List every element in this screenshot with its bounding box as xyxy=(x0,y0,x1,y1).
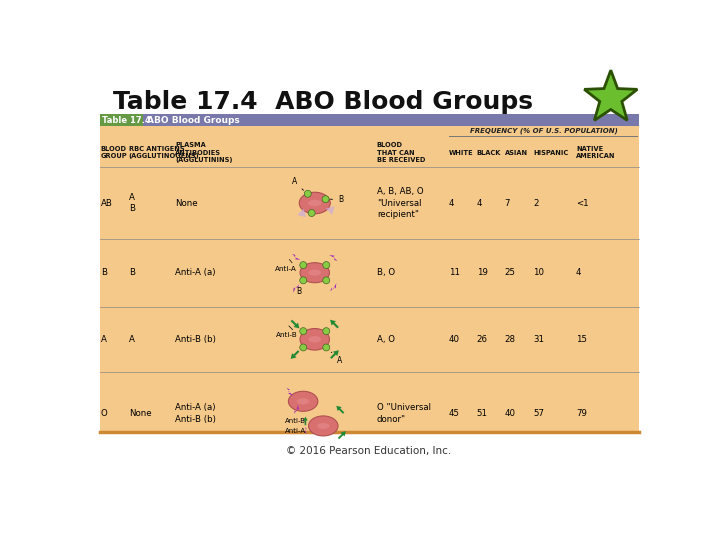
Text: 40: 40 xyxy=(449,335,460,344)
Text: 26: 26 xyxy=(477,335,487,344)
Polygon shape xyxy=(329,255,338,261)
Text: Anti-B (b): Anti-B (b) xyxy=(175,335,216,344)
Polygon shape xyxy=(291,320,300,328)
Text: RBC ANTIGENS
(AGGLUTINOGENS): RBC ANTIGENS (AGGLUTINOGENS) xyxy=(129,146,199,159)
Circle shape xyxy=(308,210,315,217)
Polygon shape xyxy=(287,388,293,396)
Text: Table 17.4  ABO Blood Groups: Table 17.4 ABO Blood Groups xyxy=(113,90,534,114)
Polygon shape xyxy=(338,431,346,439)
Text: 51: 51 xyxy=(477,409,487,418)
Text: BLOOD
GROUP: BLOOD GROUP xyxy=(101,146,127,159)
Ellipse shape xyxy=(297,399,310,404)
Polygon shape xyxy=(584,70,637,120)
Text: A: A xyxy=(292,177,303,190)
Text: © 2016 Pearson Education, Inc.: © 2016 Pearson Education, Inc. xyxy=(287,447,451,456)
Text: ASIAN: ASIAN xyxy=(505,150,528,156)
Ellipse shape xyxy=(308,336,321,342)
Text: Anti-A (a): Anti-A (a) xyxy=(175,268,216,277)
Ellipse shape xyxy=(300,328,330,350)
Text: None: None xyxy=(175,199,198,207)
Text: A: A xyxy=(101,335,107,344)
Text: AB: AB xyxy=(101,199,113,207)
Text: None: None xyxy=(129,409,151,418)
Polygon shape xyxy=(294,404,299,414)
Text: 28: 28 xyxy=(505,335,516,344)
Circle shape xyxy=(323,344,330,351)
Circle shape xyxy=(323,328,330,335)
Polygon shape xyxy=(293,285,299,293)
Text: <1: <1 xyxy=(576,199,588,207)
Ellipse shape xyxy=(300,192,330,214)
Text: O: O xyxy=(101,409,107,418)
Text: A
B: A B xyxy=(129,193,135,213)
Text: A: A xyxy=(129,335,135,344)
Text: BLOOD
THAT CAN
BE RECEIVED: BLOOD THAT CAN BE RECEIVED xyxy=(377,142,425,163)
Text: Anti-A: Anti-A xyxy=(284,428,306,434)
Text: 40: 40 xyxy=(505,409,516,418)
Ellipse shape xyxy=(317,423,330,429)
Text: A, O: A, O xyxy=(377,335,395,344)
Text: Anti-A: Anti-A xyxy=(274,266,297,272)
Text: Table 17.4: Table 17.4 xyxy=(102,116,151,125)
Text: 4: 4 xyxy=(576,268,582,277)
Polygon shape xyxy=(297,208,306,217)
Text: FREQUENCY (% OF U.S. POPULATION): FREQUENCY (% OF U.S. POPULATION) xyxy=(470,128,618,134)
Text: B: B xyxy=(129,268,135,277)
Text: Anti-B: Anti-B xyxy=(284,418,305,424)
Circle shape xyxy=(305,190,311,197)
Polygon shape xyxy=(330,320,339,328)
Text: 2: 2 xyxy=(534,199,539,207)
Text: Anti-A (a)
Anti-B (b): Anti-A (a) Anti-B (b) xyxy=(175,403,216,424)
Text: 19: 19 xyxy=(477,268,487,277)
Text: BLACK: BLACK xyxy=(477,150,501,156)
Text: Anti-B: Anti-B xyxy=(276,333,298,339)
Ellipse shape xyxy=(309,416,338,436)
Text: 7: 7 xyxy=(505,199,510,207)
Polygon shape xyxy=(336,406,344,414)
Text: B, O: B, O xyxy=(377,268,395,277)
Text: 15: 15 xyxy=(576,335,587,344)
Text: O "Universal
donor": O "Universal donor" xyxy=(377,403,431,424)
Text: 4: 4 xyxy=(449,199,454,207)
Bar xyxy=(100,114,143,126)
Ellipse shape xyxy=(289,392,318,411)
Ellipse shape xyxy=(300,262,330,283)
Polygon shape xyxy=(303,417,307,425)
Text: B: B xyxy=(101,268,107,277)
Text: WHITE: WHITE xyxy=(449,150,474,156)
Polygon shape xyxy=(330,283,336,292)
Text: PLASMA
ANTIBODIES
(AGGLUTININS): PLASMA ANTIBODIES (AGGLUTININS) xyxy=(175,142,233,163)
Text: A, B, AB, O
"Universal
recipient": A, B, AB, O "Universal recipient" xyxy=(377,187,423,219)
Circle shape xyxy=(300,328,307,335)
Text: 31: 31 xyxy=(534,335,544,344)
Text: HISPANIC: HISPANIC xyxy=(534,150,569,156)
Circle shape xyxy=(323,277,330,284)
Circle shape xyxy=(300,261,307,268)
Ellipse shape xyxy=(308,200,321,206)
Text: B: B xyxy=(296,287,301,296)
Text: B: B xyxy=(330,195,343,205)
Text: A: A xyxy=(331,352,342,365)
Polygon shape xyxy=(291,350,300,359)
Bar xyxy=(100,114,639,126)
Circle shape xyxy=(322,195,329,202)
Circle shape xyxy=(323,261,330,268)
Text: 79: 79 xyxy=(576,409,587,418)
Circle shape xyxy=(300,277,307,284)
Text: ABO Blood Groups: ABO Blood Groups xyxy=(147,116,239,125)
Text: 45: 45 xyxy=(449,409,460,418)
Text: 11: 11 xyxy=(449,268,460,277)
Polygon shape xyxy=(292,254,300,260)
Polygon shape xyxy=(325,206,335,215)
Ellipse shape xyxy=(308,269,321,276)
Text: 25: 25 xyxy=(505,268,516,277)
Text: 57: 57 xyxy=(534,409,544,418)
Polygon shape xyxy=(304,427,307,434)
Circle shape xyxy=(300,344,307,351)
Bar xyxy=(100,126,639,434)
Text: 10: 10 xyxy=(534,268,544,277)
Polygon shape xyxy=(330,350,339,359)
Text: 4: 4 xyxy=(477,199,482,207)
Text: NATIVE
AMERICAN: NATIVE AMERICAN xyxy=(576,146,616,159)
